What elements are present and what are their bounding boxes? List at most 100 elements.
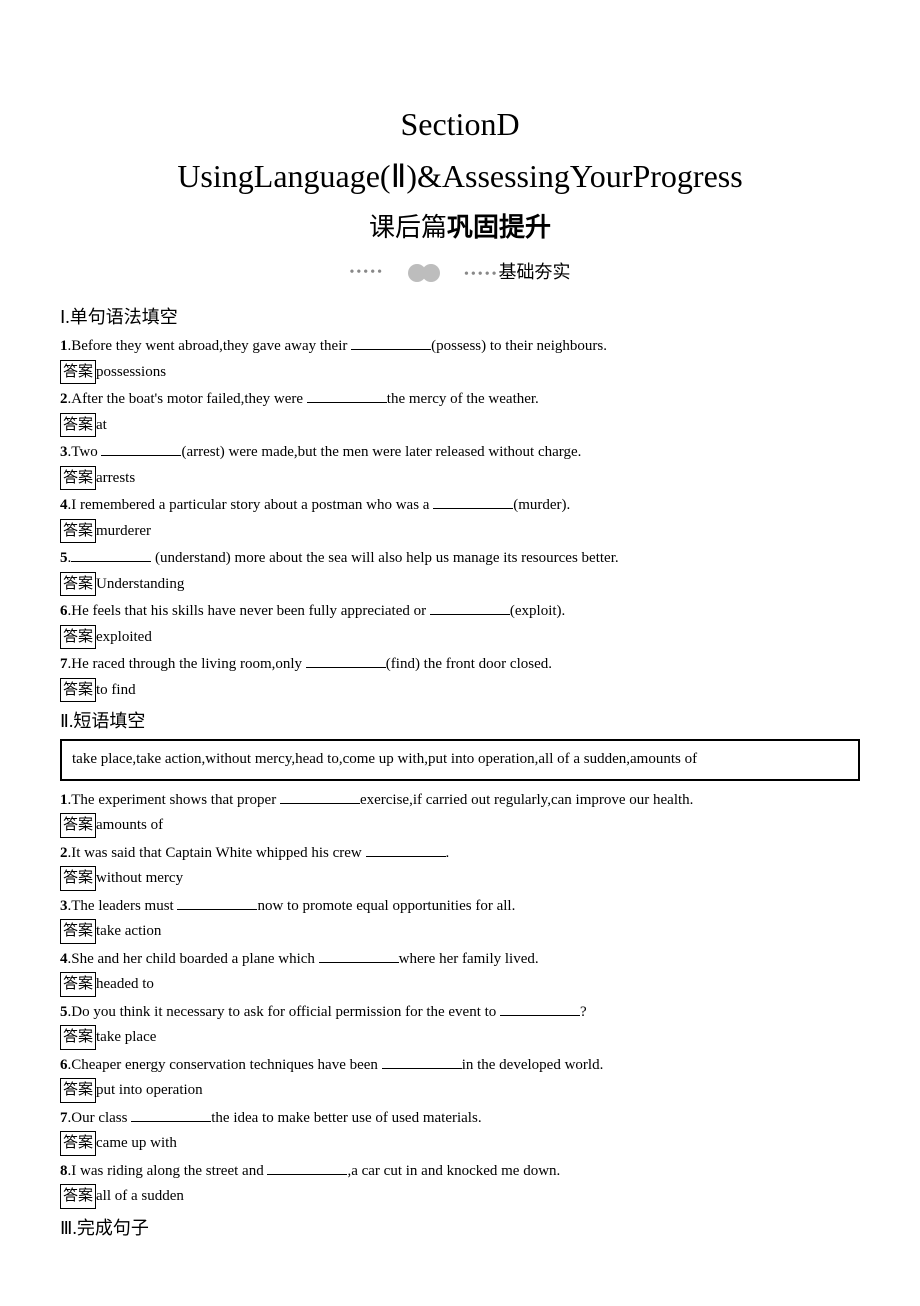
question-2-5: 5.Do you think it necessary to ask for o… (60, 1001, 860, 1024)
dots-left-icon: ••••• (349, 262, 384, 283)
answer-2-8: 答案all of a sudden (60, 1184, 860, 1209)
blank (430, 600, 510, 615)
q-prefix: .The leaders must (68, 898, 178, 914)
answer-text: possessions (96, 364, 166, 380)
blank (500, 1001, 580, 1016)
answer-text: take place (96, 1029, 156, 1045)
answer-text: put into operation (96, 1082, 203, 1098)
answer-2: 答案at (60, 413, 860, 438)
answer-label: 答案 (60, 1131, 96, 1156)
blank (71, 547, 151, 562)
answer-3: 答案arrests (60, 466, 860, 491)
answer-label: 答案 (60, 625, 96, 650)
question-2-6: 6.Cheaper energy conservation techniques… (60, 1054, 860, 1077)
q-prefix: .Before they went abroad,they gave away … (68, 338, 352, 354)
q-suffix: (find) the front door closed. (386, 656, 552, 672)
blank (351, 335, 431, 350)
question-2-8: 8.I was riding along the street and ,a c… (60, 1160, 860, 1183)
q-prefix: .Two (68, 444, 102, 460)
answer-text: at (96, 417, 107, 433)
answer-text: came up with (96, 1135, 177, 1151)
post-lesson-prefix: 课后篇 (369, 213, 447, 242)
answer-2-4: 答案headed to (60, 972, 860, 997)
q-suffix: (possess) to their neighbours. (431, 338, 607, 354)
q-suffix: (arrest) were made,but the men were late… (181, 444, 581, 460)
blank (433, 494, 513, 509)
q-prefix: .The experiment shows that proper (68, 792, 280, 808)
answer-2-1: 答案amounts of (60, 813, 860, 838)
q-num: 3 (60, 444, 68, 460)
title-main: SectionD (60, 100, 860, 148)
q-suffix: (understand) more about the sea will als… (151, 550, 618, 566)
blank (101, 441, 181, 456)
post-lesson-bold: 巩固提升 (447, 212, 551, 242)
blank (366, 842, 446, 857)
q-num: 5 (60, 550, 68, 566)
q-suffix: where her family lived. (399, 951, 539, 967)
q-num: 2 (60, 845, 68, 861)
q-prefix: .It was said that Captain White whipped … (68, 845, 366, 861)
q-suffix: (murder). (513, 497, 570, 513)
blank (307, 388, 387, 403)
answer-4: 答案murderer (60, 519, 860, 544)
answer-label: 答案 (60, 919, 96, 944)
blank (306, 653, 386, 668)
section2-heading: Ⅱ.短语填空 (60, 708, 860, 735)
answer-text: arrests (96, 470, 135, 486)
question-2-3: 3.The leaders must now to promote equal … (60, 895, 860, 918)
answer-text: all of a sudden (96, 1188, 184, 1204)
q-num: 7 (60, 656, 68, 672)
q-num: 4 (60, 497, 68, 513)
q-num: 7 (60, 1110, 68, 1126)
answer-label: 答案 (60, 1078, 96, 1103)
q-num: 3 (60, 898, 68, 914)
question-2-1: 1.The experiment shows that proper exerc… (60, 789, 860, 812)
answer-text: to find (96, 682, 136, 698)
answer-2-5: 答案take place (60, 1025, 860, 1050)
answer-text: Understanding (96, 576, 184, 592)
blank (319, 948, 399, 963)
question-4: 4.I remembered a particular story about … (60, 494, 860, 517)
q-suffix: the mercy of the weather. (387, 391, 539, 407)
q-suffix: in the developed world. (462, 1057, 604, 1073)
q-prefix: .She and her child boarded a plane which (68, 951, 319, 967)
divider-row: ••••• •••••基础夯实 (60, 259, 860, 286)
q-num: 5 (60, 1004, 68, 1020)
q-suffix: ? (580, 1004, 587, 1020)
q-num: 8 (60, 1163, 68, 1179)
section3-heading: Ⅲ.完成句子 (60, 1215, 860, 1242)
question-2: 2.After the boat's motor failed,they wer… (60, 388, 860, 411)
answer-6: 答案exploited (60, 625, 860, 650)
answer-2-3: 答案take action (60, 919, 860, 944)
question-5: 5. (understand) more about the sea will … (60, 547, 860, 570)
answer-2-6: 答案put into operation (60, 1078, 860, 1103)
q-suffix: ,a car cut in and knocked me down. (347, 1163, 560, 1179)
phrase-box: take place,take action,without mercy,hea… (60, 739, 860, 781)
dots-right-icon: ••••• (464, 267, 499, 282)
answer-label: 答案 (60, 1184, 96, 1209)
answer-text: murderer (96, 523, 151, 539)
circles-icon (408, 264, 440, 282)
answer-text: without mercy (96, 870, 183, 886)
q-prefix: .Our class (68, 1110, 132, 1126)
question-2-4: 4.She and her child boarded a plane whic… (60, 948, 860, 971)
post-lesson-heading: 课后篇巩固提升 (60, 208, 860, 247)
blank (131, 1107, 211, 1122)
q-num: 6 (60, 603, 68, 619)
answer-label: 答案 (60, 466, 96, 491)
answer-7: 答案to find (60, 678, 860, 703)
q-prefix: .I was riding along the street and (68, 1163, 268, 1179)
answer-label: 答案 (60, 972, 96, 997)
answer-label: 答案 (60, 866, 96, 891)
answer-text: amounts of (96, 817, 163, 833)
q-prefix: .He feels that his skills have never bee… (68, 603, 430, 619)
q-num: 4 (60, 951, 68, 967)
circle-icon (422, 264, 440, 282)
answer-label: 答案 (60, 572, 96, 597)
question-2-2: 2.It was said that Captain White whipped… (60, 842, 860, 865)
answer-label: 答案 (60, 1025, 96, 1050)
blank (267, 1160, 347, 1175)
answer-label: 答案 (60, 413, 96, 438)
q-suffix: exercise,if carried out regularly,can im… (360, 792, 693, 808)
answer-2-2: 答案without mercy (60, 866, 860, 891)
